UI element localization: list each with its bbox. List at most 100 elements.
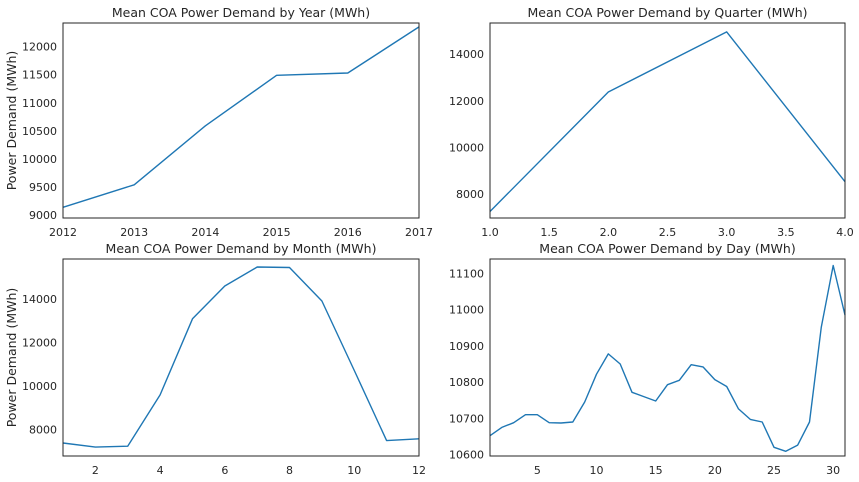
chart-1-data-point bbox=[347, 72, 349, 74]
chart-1-x-tick-label: 2016 bbox=[334, 226, 362, 239]
chart-3-title: Mean COA Power Demand by Month (MWh) bbox=[106, 241, 377, 256]
chart-3-x-tick-label: 2 bbox=[92, 464, 99, 477]
chart-4-x-tick-label: 30 bbox=[826, 464, 840, 477]
chart-1-y-tick-label: 11000 bbox=[22, 97, 57, 110]
chart-1-y-axis-label: Power Demand (MWh) bbox=[4, 51, 19, 191]
chart-2-data-point bbox=[726, 31, 728, 33]
chart-4-y-tick-label: 11000 bbox=[449, 304, 484, 317]
chart-2-y-tick-label: 12000 bbox=[449, 95, 484, 108]
chart-3-data-point bbox=[127, 445, 129, 447]
chart-3-series-line bbox=[62, 266, 420, 448]
chart-1-x-tick-label: 2017 bbox=[405, 226, 433, 239]
chart-3-y-tick-label: 8000 bbox=[29, 423, 57, 436]
chart-3-x-tick-label: 12 bbox=[412, 464, 426, 477]
chart-4-data-point bbox=[513, 422, 515, 424]
chart-3-y-axis-label: Power Demand (MWh) bbox=[4, 288, 19, 428]
chart-3-data-point bbox=[159, 394, 161, 396]
chart-3: Mean COA Power Demand by Month (MWh) Powe… bbox=[4, 241, 426, 477]
chart-2-y-tick-label: 10000 bbox=[449, 141, 484, 154]
chart-1-x-tick-label: 2015 bbox=[263, 226, 291, 239]
chart-1-data-point bbox=[205, 125, 207, 127]
chart-3-x-tick-label: 8 bbox=[286, 464, 293, 477]
chart-3-y-tick-label: 12000 bbox=[22, 336, 57, 349]
chart-4-data-point bbox=[690, 364, 692, 366]
chart-1-y-tick-label: 12000 bbox=[22, 41, 57, 54]
chart-3-data-point bbox=[354, 370, 356, 372]
chart-2-x-tick-label: 2.5 bbox=[659, 226, 677, 239]
chart-3-data-point bbox=[256, 266, 258, 268]
chart-1: Mean COA Power Demand by Year (MWh) Power… bbox=[4, 5, 433, 239]
chart-4-data-point bbox=[797, 444, 799, 446]
chart-4-title: Mean COA Power Demand by Day (MWh) bbox=[539, 241, 795, 256]
chart-1-series-line bbox=[62, 26, 420, 208]
chart-4-y-tick-label: 10600 bbox=[449, 449, 484, 462]
chart-4-data-point bbox=[714, 379, 716, 381]
chart-1-x-tick-label: 2013 bbox=[120, 226, 148, 239]
chart-2: Mean COA Power Demand by Quarter (MWh) 1.… bbox=[449, 5, 854, 239]
chart-4-data-point bbox=[501, 427, 503, 429]
chart-4-x-tick-label: 25 bbox=[767, 464, 781, 477]
chart-2-x-tick-label: 3.5 bbox=[777, 226, 795, 239]
chart-3-data-point bbox=[289, 267, 291, 269]
chart-4-data-point bbox=[773, 447, 775, 449]
chart-4-data-point bbox=[702, 366, 704, 368]
chart-1-title: Mean COA Power Demand by Year (MWh) bbox=[112, 5, 370, 20]
chart-2-x-tick-label: 2.0 bbox=[600, 226, 618, 239]
chart-4-data-point bbox=[631, 392, 633, 394]
chart-1-x-tick-label: 2014 bbox=[191, 226, 219, 239]
chart-4-data-point bbox=[785, 451, 787, 453]
chart-3-axes-frame bbox=[62, 258, 420, 457]
chart-3-data-point bbox=[192, 318, 194, 320]
chart-4-data-point bbox=[832, 265, 834, 267]
chart-4-data-point bbox=[596, 373, 598, 375]
chart-4-y-tick-label: 10900 bbox=[449, 340, 484, 353]
chart-4-data-point bbox=[750, 419, 752, 421]
chart-2-data-point bbox=[608, 91, 610, 93]
chart-1-y-tick-label: 10500 bbox=[22, 125, 57, 138]
chart-2-series-line bbox=[489, 31, 846, 212]
chart-4-data-point bbox=[761, 421, 763, 423]
chart-1-y-tick-label: 9000 bbox=[29, 209, 57, 222]
chart-4-data-point bbox=[679, 380, 681, 382]
chart-4-data-point bbox=[537, 414, 539, 416]
chart-4-axes-frame bbox=[489, 258, 846, 457]
chart-3-data-point bbox=[95, 446, 97, 448]
chart-4-data-point bbox=[726, 386, 728, 388]
chart-2-title: Mean COA Power Demand by Quarter (MWh) bbox=[527, 5, 807, 20]
chart-1-axes-frame bbox=[62, 22, 420, 219]
chart-4-data-point bbox=[525, 414, 527, 416]
chart-4-data-point bbox=[608, 353, 610, 355]
chart-3-y-tick-label: 14000 bbox=[22, 293, 57, 306]
chart-4-data-point bbox=[809, 421, 811, 423]
chart-2-x-tick-label: 1.0 bbox=[481, 226, 499, 239]
chart-4-data-point bbox=[560, 422, 562, 424]
chart-4-data-point bbox=[667, 384, 669, 386]
chart-2-y-tick-label: 14000 bbox=[449, 48, 484, 61]
chart-1-data-point bbox=[276, 75, 278, 77]
chart-3-x-tick-label: 6 bbox=[221, 464, 228, 477]
chart-1-y-tick-label: 10000 bbox=[22, 153, 57, 166]
chart-4-y-tick-label: 11100 bbox=[449, 267, 484, 280]
chart-4-y-tick-label: 10700 bbox=[449, 412, 484, 425]
chart-2-x-tick-label: 3.0 bbox=[718, 226, 736, 239]
chart-3-x-tick-label: 10 bbox=[347, 464, 361, 477]
chart-1-y-tick-label: 9500 bbox=[29, 181, 57, 194]
chart-3-y-tick-label: 10000 bbox=[22, 380, 57, 393]
chart-4-x-tick-label: 10 bbox=[590, 464, 604, 477]
chart-1-data-point bbox=[133, 184, 135, 186]
chart-2-x-tick-label: 1.5 bbox=[540, 226, 558, 239]
chart-4: Mean COA Power Demand by Day (MWh) 5 10 15 2… bbox=[449, 241, 846, 477]
chart-4-data-point bbox=[548, 422, 550, 424]
chart-4-x-tick-label: 15 bbox=[649, 464, 663, 477]
chart-3-data-point bbox=[321, 300, 323, 302]
chart-4-x-tick-label: 5 bbox=[534, 464, 541, 477]
chart-4-data-point bbox=[584, 401, 586, 403]
chart-4-data-point bbox=[619, 363, 621, 365]
chart-1-x-tick-label: 2012 bbox=[49, 226, 77, 239]
chart-1-y-tick-label: 11500 bbox=[22, 69, 57, 82]
chart-4-x-tick-label: 20 bbox=[708, 464, 722, 477]
chart-4-data-point bbox=[643, 396, 645, 398]
chart-4-y-tick-label: 10800 bbox=[449, 376, 484, 389]
chart-4-data-point bbox=[572, 421, 574, 423]
